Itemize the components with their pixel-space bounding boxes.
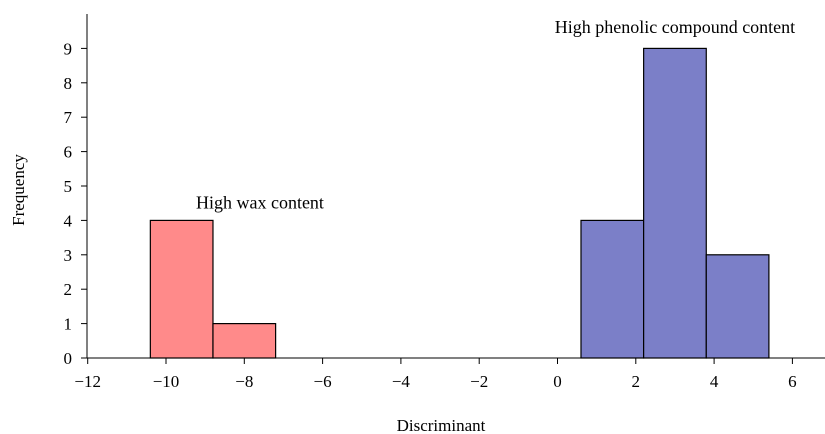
x-tick-label: 0 [553,372,562,391]
y-tick-label: 3 [64,246,73,265]
histogram-bar [212,323,277,359]
x-ticks-layer: −12 −10 −8 −6 −4 −2 0 2 4 6 [74,358,797,391]
y-axis-title: Frequency [9,154,28,226]
x-tick-label: −2 [470,372,488,391]
histogram-bar [643,47,707,359]
x-tick-label: −4 [392,372,411,391]
x-tick-label: 6 [788,372,797,391]
x-tick-label: −10 [153,372,180,391]
x-axis-title: Discriminant [397,416,486,434]
y-tick-label: 5 [64,177,73,196]
y-tick-label: 1 [64,315,73,334]
y-tick-label: 2 [64,280,73,299]
y-tick-label: 0 [64,349,73,368]
annotation-label: High wax content [196,192,324,212]
y-tick-label: 6 [64,143,73,162]
x-tick-label: 4 [710,372,719,391]
histogram-bar [705,254,770,359]
y-tick-label: 8 [64,74,73,93]
x-tick-label: 2 [632,372,641,391]
bars-layer [149,47,770,359]
y-tick-label: 7 [64,108,73,127]
histogram-bar [149,219,214,359]
x-tick-label: −8 [235,372,253,391]
annotations-layer: High wax content High phenolic compound c… [196,17,795,212]
annotation-label: High phenolic compound content [555,17,795,37]
x-tick-label: −6 [314,372,332,391]
y-tick-label: 4 [64,211,73,230]
histogram-bar [580,219,645,359]
x-tick-label: −12 [74,372,101,391]
y-ticks-layer: 0 1 2 3 4 5 6 7 8 9 [64,39,87,368]
y-tick-label: 9 [64,39,73,58]
